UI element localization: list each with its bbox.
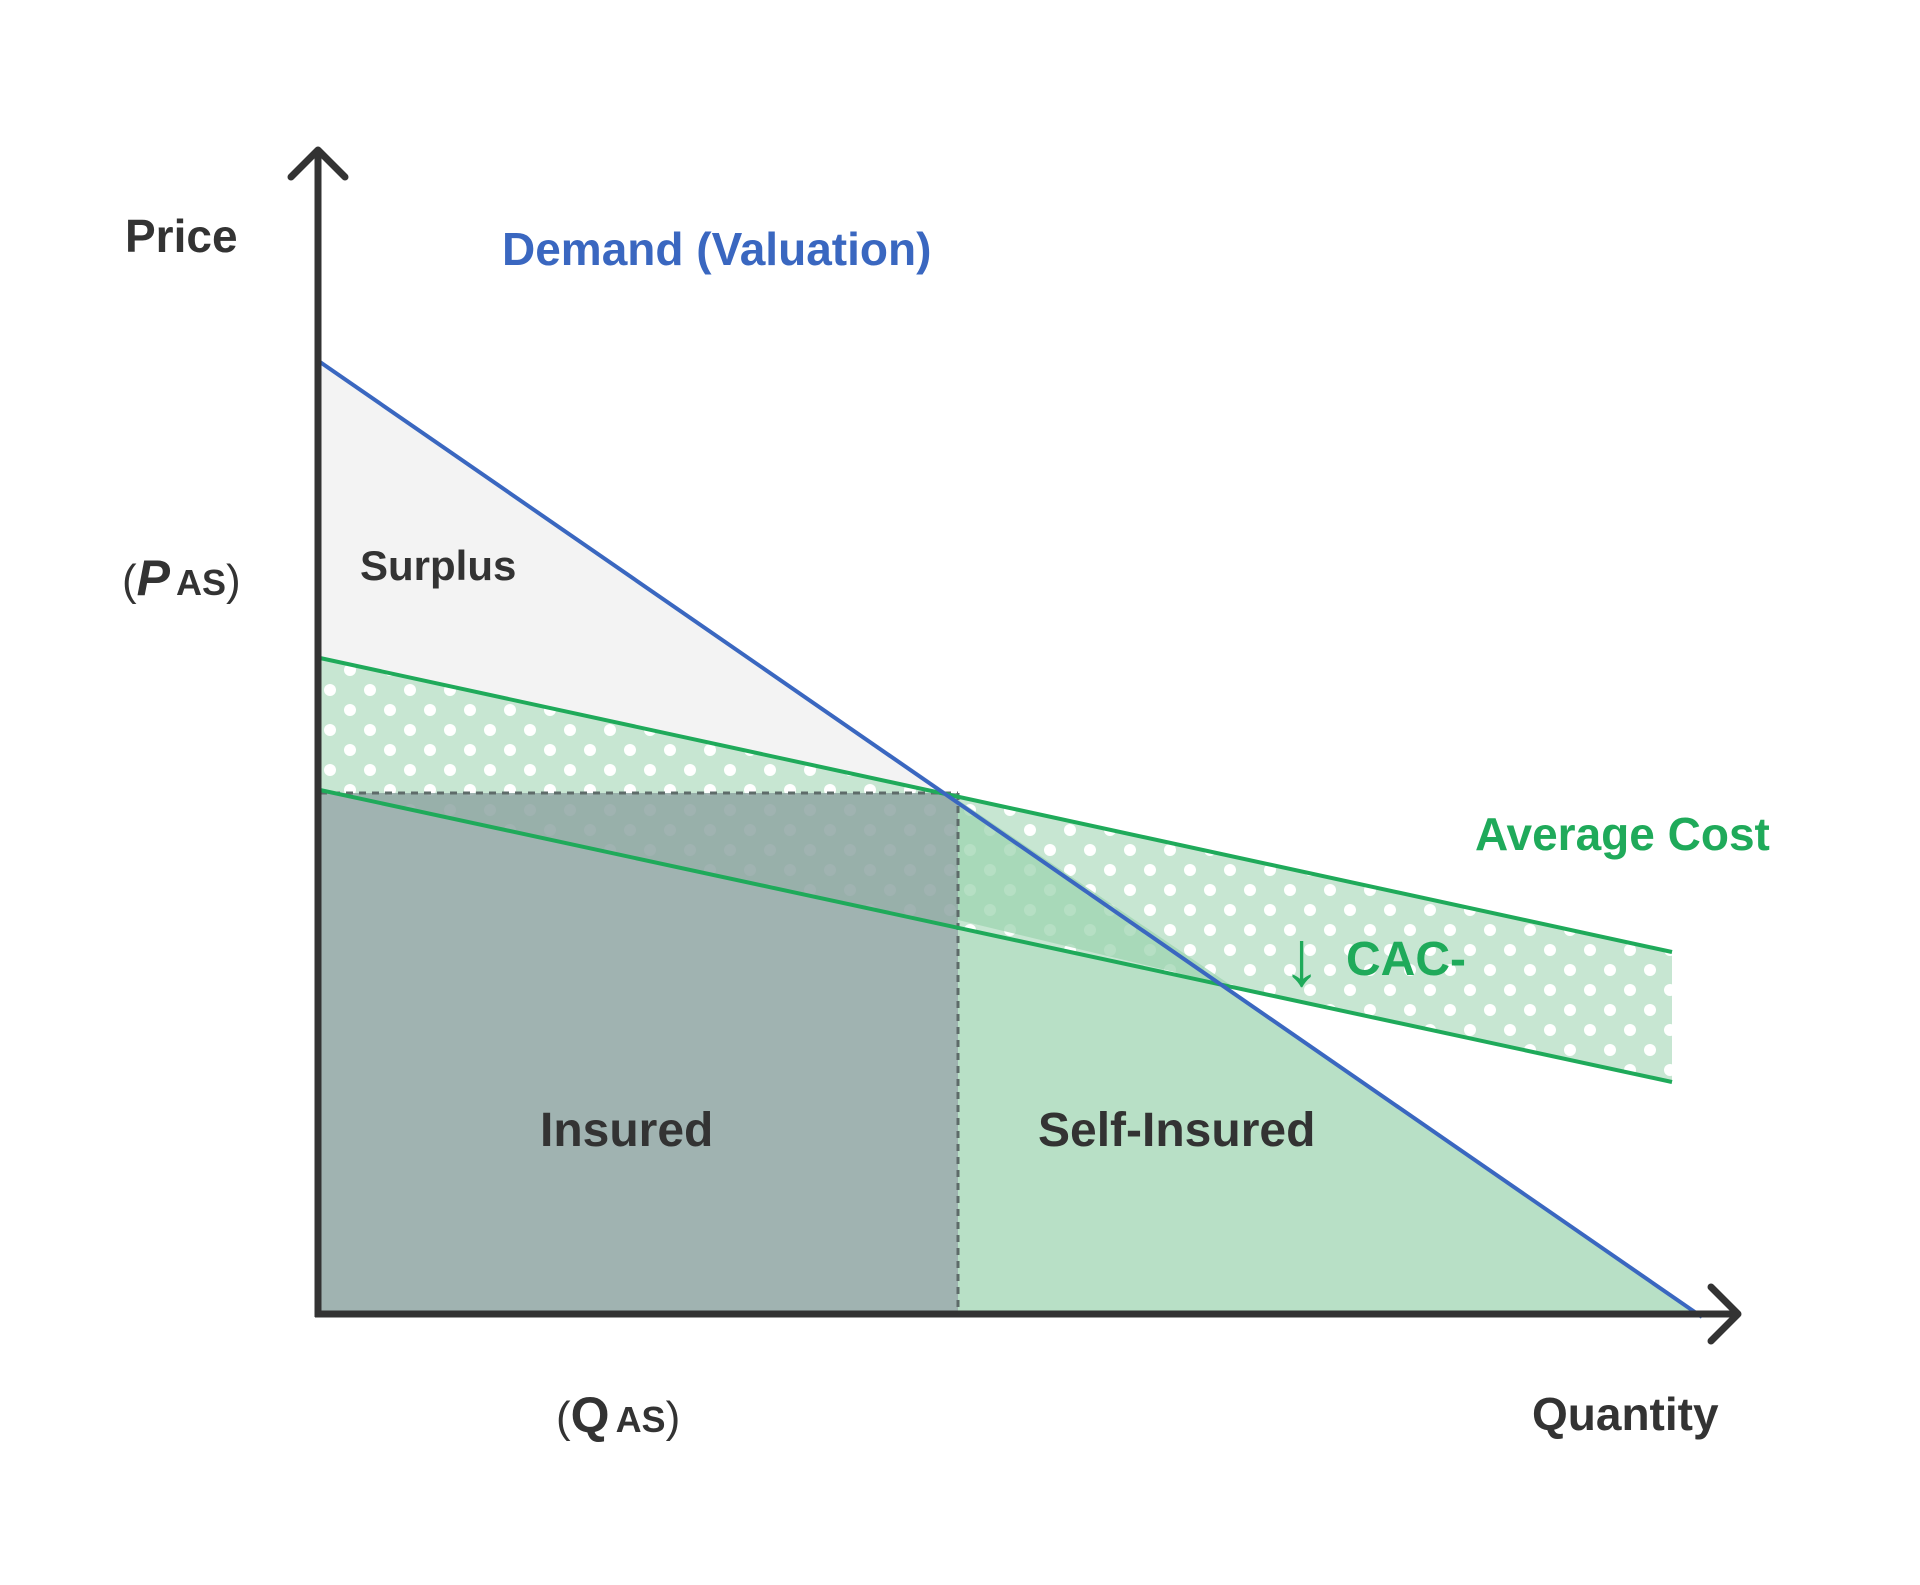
x-axis-label: Quantity	[1532, 1388, 1719, 1440]
x-axis-arrowhead	[1707, 1283, 1742, 1345]
cac-arrow-icon: ↓	[1282, 914, 1321, 1002]
self-insured-label: Self-Insured	[1038, 1104, 1315, 1157]
demand-line	[318, 360, 1704, 1319]
surplus-label: Surplus	[360, 542, 516, 589]
p-as-label: (P AS)	[122, 550, 241, 606]
average-cost-label: Average Cost	[1475, 808, 1770, 860]
q-as-label: (Q AS)	[556, 1387, 680, 1443]
insured-label: Insured	[540, 1104, 713, 1157]
insured-region	[320, 793, 958, 1317]
band-overlap-region	[948, 793, 1232, 986]
y-axis-label: Price	[125, 210, 238, 262]
average-cost-upper-line	[319, 656, 1673, 954]
y-axis-arrowhead	[287, 146, 349, 181]
average-cost-lower-line	[319, 788, 1673, 1084]
demand-label: Demand (Valuation)	[502, 223, 931, 275]
cac-label: CAC-	[1346, 933, 1466, 986]
